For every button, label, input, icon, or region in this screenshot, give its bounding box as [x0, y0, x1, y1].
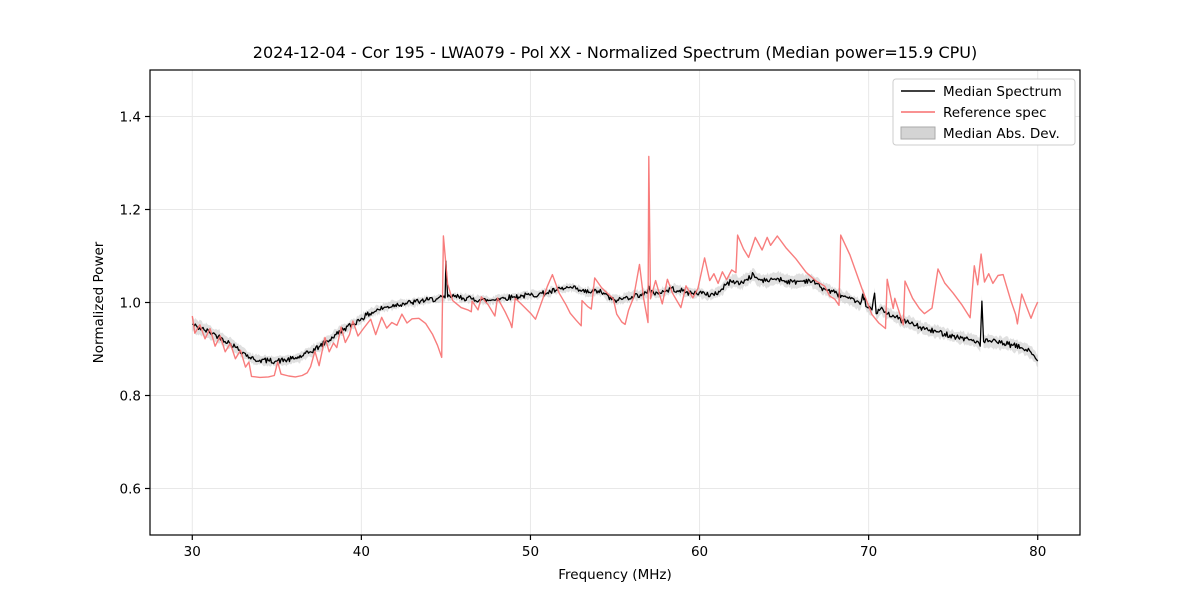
- reference-spec-line: [191, 155, 1039, 379]
- median-spectrum-line: [192, 260, 1039, 365]
- y-tick-label: 1.4: [120, 109, 141, 125]
- y-tick-label: 1.2: [120, 202, 141, 218]
- y-tick-label: 0.8: [120, 388, 141, 404]
- y-tick-label: 0.6: [120, 481, 141, 497]
- tick-layer: 30 40 50 60 70 80 0.6 0.8 1.0 1.2 1.4: [120, 109, 1047, 560]
- x-tick-label: 70: [860, 544, 877, 560]
- legend-box: [892, 78, 1076, 146]
- mad-band-layer: [192, 257, 1038, 368]
- x-tick-label: 60: [691, 544, 708, 560]
- x-axis-label: Frequency (MHz): [558, 567, 671, 583]
- x-tick-label: 30: [184, 544, 201, 560]
- y-axis-label: Normalized Power: [91, 241, 107, 363]
- y-tick-label: 1.0: [120, 295, 141, 311]
- x-tick-label: 50: [522, 544, 539, 560]
- legend-label-reference: Reference spec: [943, 105, 1047, 121]
- chart-title: 2024-12-04 - Cor 195 - LWA079 - Pol XX -…: [253, 43, 977, 62]
- series-layer: [191, 155, 1039, 379]
- mad-band: [192, 257, 1038, 368]
- legend: Median Spectrum Reference spec Median Ab…: [892, 78, 1076, 146]
- legend-mad-patch-swatch: [900, 126, 936, 140]
- x-tick-label: 40: [353, 544, 370, 560]
- legend-label-mad: Median Abs. Dev.: [943, 126, 1060, 142]
- legend-label-median: Median Spectrum: [943, 84, 1062, 100]
- x-tick-label: 80: [1029, 544, 1046, 560]
